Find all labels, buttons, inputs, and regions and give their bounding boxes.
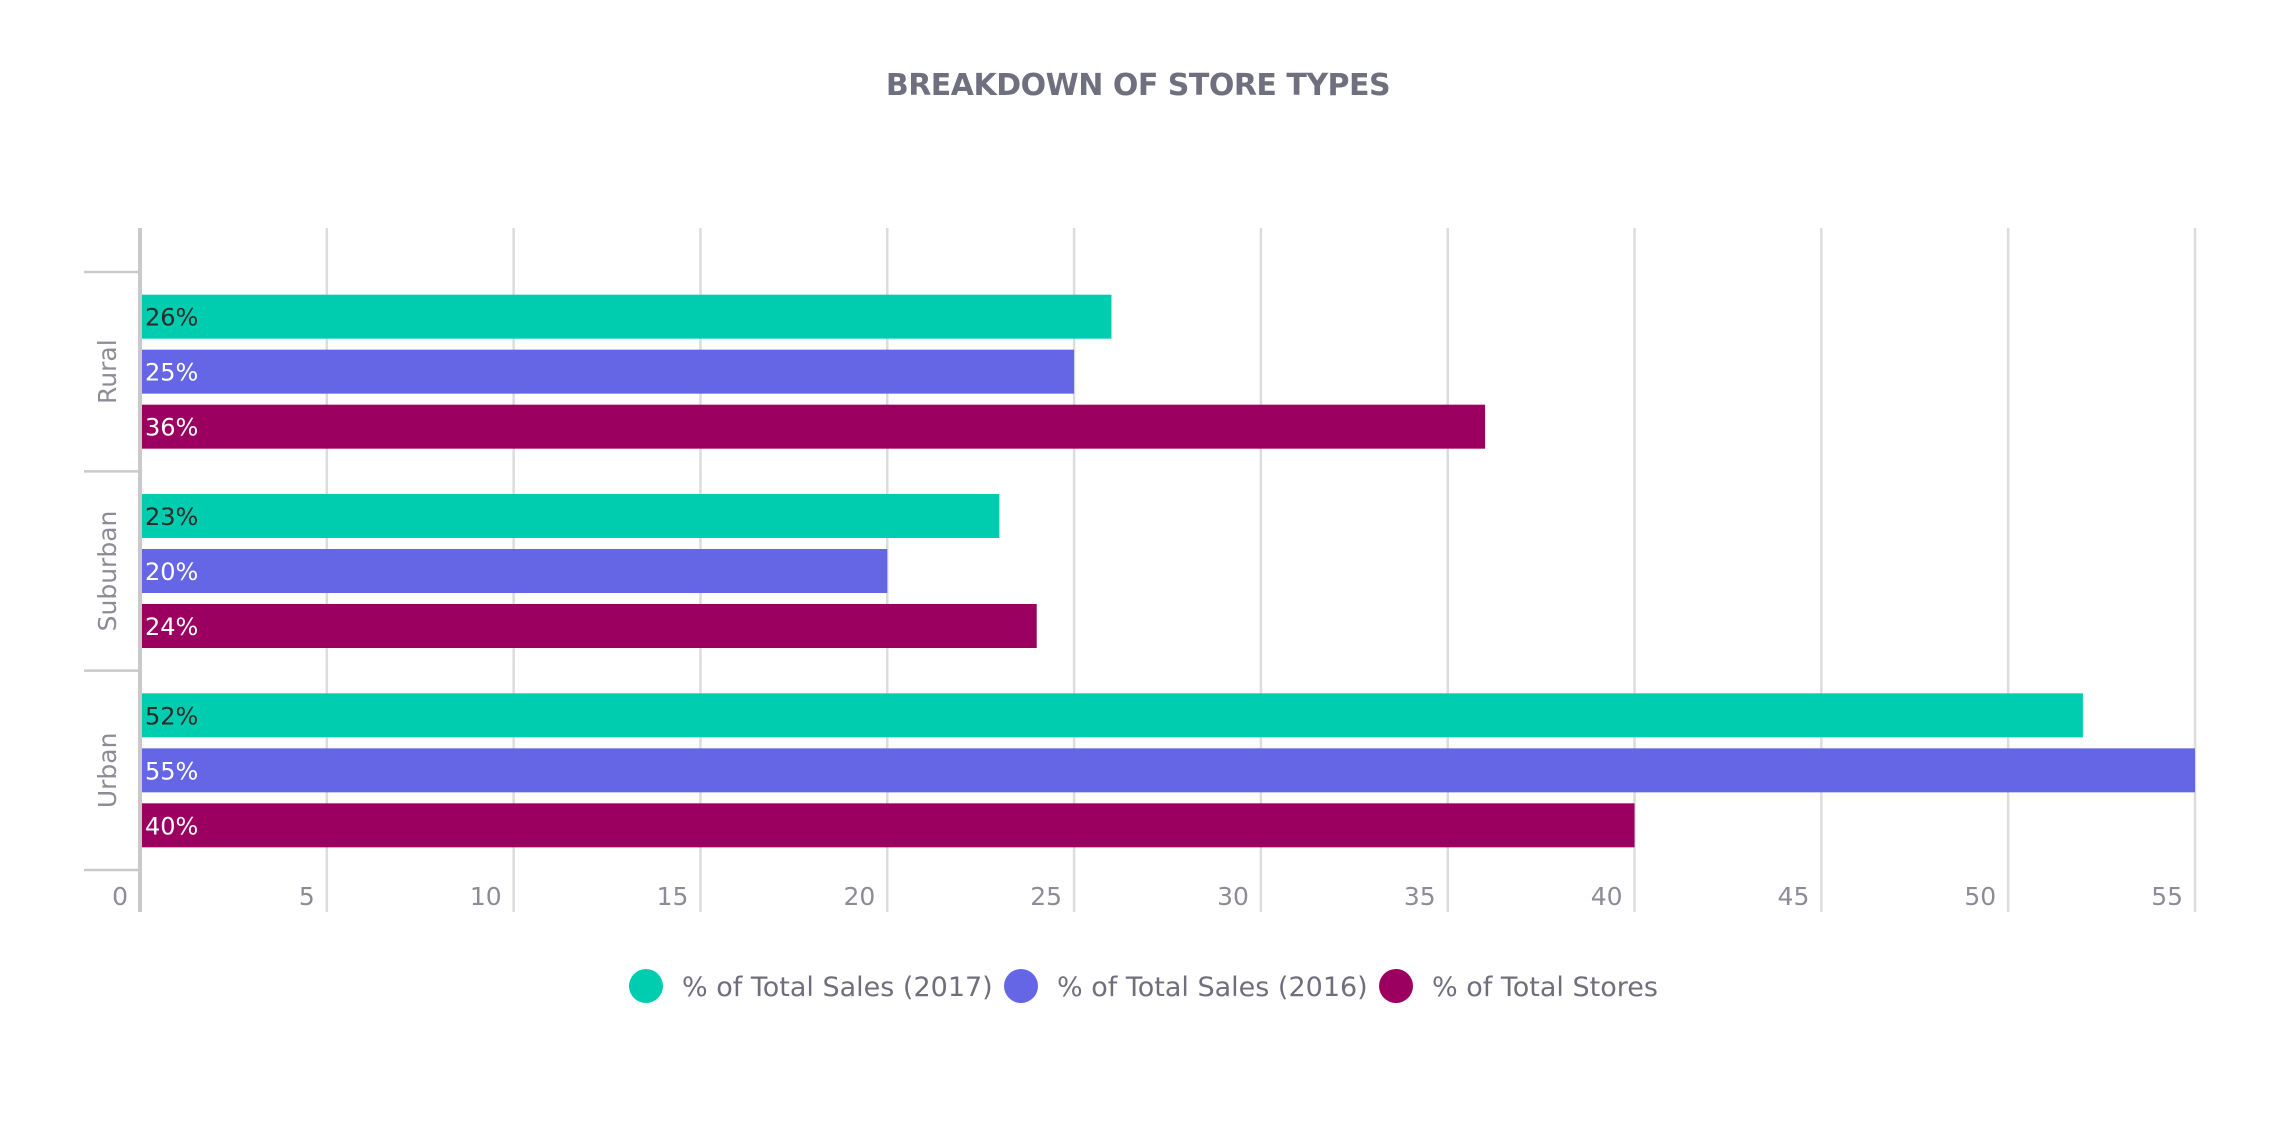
axes: 0 5 10 15 20 25 30 35 40 45 50 55 Rural Suburban Urban [84,228,2183,912]
bar-data-label: 25% [145,359,198,387]
bar-data-label: 26% [145,304,198,332]
y-category-label: Rural [93,339,122,404]
bar-data-label: 36% [145,414,198,442]
grid [325,228,2197,912]
bar [140,604,1037,648]
bar [140,748,2195,793]
bar [140,404,1486,449]
bar [140,549,888,593]
x-tick-label: 30 [1217,882,1249,911]
bar-data-label: 20% [145,558,198,586]
bar [140,693,2083,738]
bar [140,494,1000,538]
legend-label: % of Total Sales (2016) [1057,972,1368,1003]
x-tick-label: 10 [470,882,502,911]
bar-data-label: 40% [145,812,198,840]
bar-data-label: 52% [145,702,198,730]
x-tick-label: 5 [299,882,315,911]
bar [140,803,1635,848]
x-tick-label: 20 [843,882,875,911]
x-tick-label: 40 [1591,882,1623,911]
x-tick-label: 45 [1778,882,1810,911]
x-tick-label: 0 [112,882,128,911]
y-category-label: Suburban [93,511,122,632]
x-tick-label: 55 [2151,882,2183,911]
bar-data-label: 55% [145,757,198,785]
legend-label: % of Total Stores [1432,972,1658,1003]
legend-swatch [1004,969,1038,1003]
chart-title: BREAKDOWN OF STORE TYPES [886,68,1390,103]
x-tick-label: 15 [657,882,689,911]
legend-swatch [629,969,663,1003]
bars: 26% 25% 36% 23% 20% 24% 52% 55% 40% [140,294,2195,848]
legend-swatch [1379,969,1413,1003]
legend-label: % of Total Sales (2017) [682,972,993,1003]
bar [140,294,1112,339]
bar-data-label: 23% [145,503,198,531]
bar [140,349,1075,394]
x-tick-label: 35 [1404,882,1436,911]
x-tick-label: 50 [1964,882,1996,911]
y-category-label: Urban [93,733,122,809]
x-tick-label: 25 [1030,882,1062,911]
legend: % of Total Sales (2017) % of Total Sales … [629,969,1658,1003]
bar-data-label: 24% [145,613,198,641]
